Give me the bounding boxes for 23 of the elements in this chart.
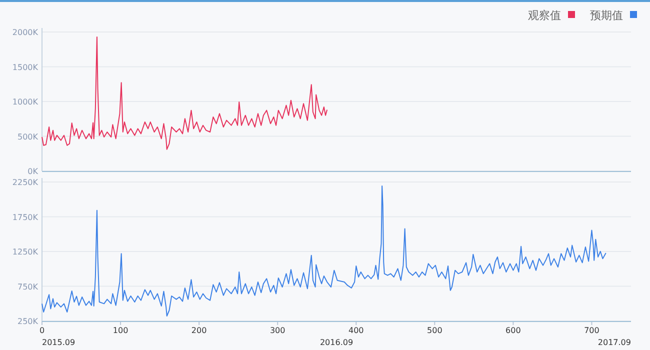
x-tick-label: 0 [39,326,45,335]
text: 2015.09 [42,338,76,347]
x-tick-label: 500 [427,326,442,335]
y-tick-label: 1250K [12,248,39,256]
y-tick-label: 1000K [12,98,39,106]
text: 2017.09 [598,338,631,347]
y-tick-label: 1500K [12,62,39,72]
y-tick-label: 1750K [12,212,39,222]
y-tick-label: 0K [28,167,39,176]
x-tick-label: 600 [506,326,521,335]
y-tick-label: 2000K [12,28,39,37]
x-tick-label: 400 [348,326,364,335]
y-tick-label: 500K [17,132,39,142]
y-tick-label: 2250K [12,178,39,187]
x-tick-label: 700 [584,326,600,335]
x-tick-label: 100 [112,326,128,335]
legend-label: 预期值 [590,9,623,22]
text: 2016.09 [320,338,354,347]
x-tick-label: 200 [191,326,207,335]
y-tick-label: 250K [17,317,39,326]
legend-label: 观察值 [528,9,561,22]
x-tick-label: 300 [270,326,286,335]
y-tick-label: 750K [17,282,39,292]
